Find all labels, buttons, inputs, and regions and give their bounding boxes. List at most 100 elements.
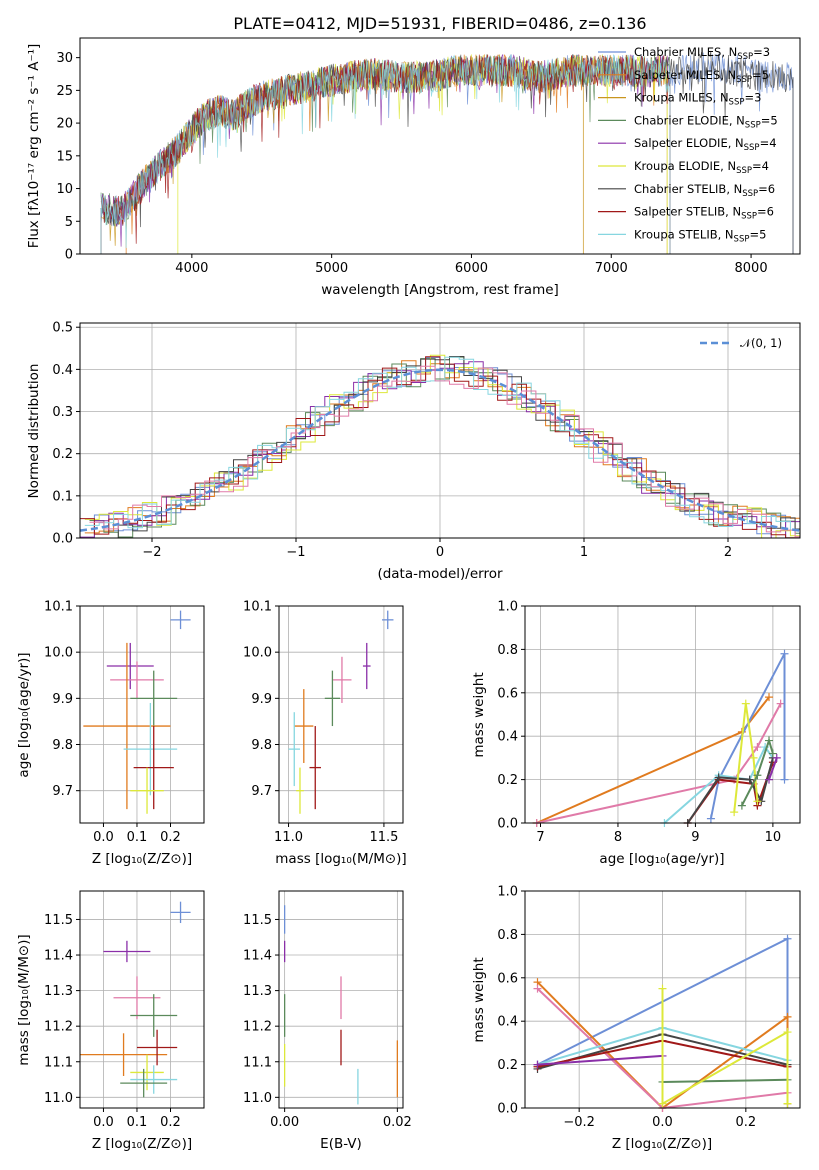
tick-label-x: 11.5 — [369, 830, 398, 845]
tick-label-y: 11.2 — [243, 1020, 272, 1035]
tick-label-y: 9.8 — [52, 738, 73, 753]
tick-label-y: 0.2 — [52, 447, 73, 462]
tick-label-y: 0.2 — [497, 1058, 518, 1073]
weight-point-marker — [706, 814, 715, 823]
tick-label-y: 11.0 — [44, 1091, 73, 1106]
legend-subscript: SSP — [745, 120, 761, 130]
tick-label-x: 10 — [765, 830, 782, 845]
histogram-frame — [79, 322, 801, 539]
weight-vs-Z-frame — [524, 890, 801, 1109]
tick-label-x: 0.1 — [127, 830, 148, 845]
tick-label-y: 1.0 — [497, 600, 518, 615]
tick-label-y: 11.4 — [44, 949, 73, 964]
tick-label-y: 0.4 — [497, 730, 518, 745]
age-vs-Z-frame — [79, 605, 205, 824]
tick-label-y: 11.5 — [44, 913, 73, 928]
spectrum-series-line — [100, 50, 794, 228]
weight-point-marker — [753, 797, 762, 806]
legend-subscript: SSP — [744, 143, 760, 153]
weight-point-marker — [780, 775, 789, 784]
weight-point-marker — [772, 753, 781, 762]
weight-point-marker — [730, 808, 739, 817]
tick-label-y: 30 — [56, 51, 73, 66]
weight-point-marker — [765, 736, 774, 745]
legend-count: =6 — [758, 182, 775, 196]
histogram-ylabel: Normed distribution — [26, 364, 42, 499]
legend-count: =6 — [757, 205, 774, 219]
spectrum-xlabel: wavelength [Angstrom, rest frame] — [321, 282, 559, 298]
weight-point-marker — [783, 1012, 792, 1021]
tick-label-y: 10.0 — [44, 646, 73, 661]
histogram-step — [89, 365, 800, 538]
weight-point-marker — [753, 771, 762, 780]
tick-label-y: 0.6 — [497, 686, 518, 701]
legend-label: Chabrier STELIB, NSSP=6 — [634, 182, 775, 199]
legend-label: Salpeter STELIB, NSSP=6 — [634, 205, 774, 222]
tick-label-y: 0.0 — [497, 1102, 518, 1117]
tick-label-y: 0.8 — [497, 928, 518, 943]
tick-label-x: 9 — [691, 830, 699, 845]
tick-label-y: 11.5 — [243, 913, 272, 928]
tick-label-x: 0.0 — [93, 830, 114, 845]
weight-vs-age-ylabel: mass weight — [471, 672, 487, 757]
weight-point-marker — [765, 775, 774, 784]
tick-label-y: 0.2 — [497, 773, 518, 788]
mass-vs-Z-frame — [79, 890, 205, 1109]
legend-subscript: SSP — [737, 52, 753, 62]
tick-label-x: 7000 — [595, 261, 628, 276]
tick-label-y: 5 — [65, 215, 73, 230]
age-vs-mass-panel: 11.0 11.5 9.7 9.8 9.9 10.0 10.1 mass [log₁₀(M/… — [243, 600, 407, 868]
tick-label-x: −1 — [286, 545, 305, 560]
tick-label-y: 11.1 — [44, 1055, 73, 1070]
tick-label-x: 6000 — [455, 261, 488, 276]
weight-vs-Z-panel: −0.2 0.0 0.2 0.0 0.2 0.4 0.6 0.8 1.0 Z [log₁₀(Z/… — [471, 885, 801, 1152]
tick-label-x: 7 — [536, 830, 544, 845]
age-vs-Z-panel: 0.0 0.1 0.2 9.7 9.8 9.9 10.0 10.1 Z [log₁₀(Z/Z⊙… — [16, 600, 205, 867]
gaussian-curve — [79, 368, 801, 532]
weight-series-line — [741, 737, 774, 807]
tick-label-y: 0 — [65, 248, 73, 263]
tick-label-x: 0.2 — [160, 830, 181, 845]
weight-vs-age-xlabel: age [log₁₀(age/yr)] — [599, 851, 724, 867]
weight-point-marker — [783, 1099, 792, 1108]
age-vs-Z-xlabel: Z [log₁₀(Z/Z⊙)] — [92, 851, 192, 867]
tick-label-x: 0.2 — [160, 1115, 181, 1130]
tick-label-y: 0.4 — [497, 1015, 518, 1030]
tick-label-x: 4000 — [175, 261, 208, 276]
spectrum-ylabel: Flux [fλ10⁻¹⁷ erg cm⁻² s⁻¹ A⁻¹] — [26, 44, 42, 249]
histogram-step — [84, 354, 800, 539]
tick-label-y: 9.9 — [52, 692, 73, 707]
tick-label-y: 25 — [56, 84, 73, 99]
mass-vs-Z-panel: 0.0 0.1 0.2 11.0 11.1 11.2 11.3 11.4 11.5 Z [log… — [16, 890, 205, 1152]
weight-vs-age-panel: 7 8 9 10 0.0 0.2 0.4 0.6 0.8 1.0 age [log₁₀(age/y… — [471, 600, 801, 867]
weight-series-line — [768, 757, 778, 780]
tick-label-y: 11.1 — [243, 1055, 272, 1070]
weight-point-marker — [776, 699, 785, 708]
tick-label-y: 9.7 — [52, 784, 73, 799]
tick-label-y: 0.3 — [52, 405, 73, 420]
spectrum-frame — [79, 37, 801, 255]
legend-subscript: SSP — [736, 75, 752, 85]
mass-vs-Z-ylabel: mass [log₁₀(M/M⊙)] — [16, 934, 32, 1065]
mass-vs-ebv-frame — [278, 890, 404, 1109]
weight-point-marker — [741, 699, 750, 708]
weight-point-marker — [737, 801, 746, 810]
weight-point-marker — [783, 1028, 792, 1037]
weight-point-marker — [745, 775, 754, 784]
tick-label-y: 0.0 — [52, 532, 73, 547]
spectrum-legend: Chabrier MILES, NSSP=3 Salpeter MILES, NS… — [598, 45, 778, 244]
histogram-panel: −2 −1 0 1 2 0.0 0.1 0.2 0.3 0.4 0.5 (data-model)/e… — [26, 321, 801, 582]
tick-label-x: 0.0 — [652, 1115, 673, 1130]
weight-series-line — [661, 988, 789, 1106]
tick-label-y: 1.0 — [497, 885, 518, 900]
tick-label-y: 10.1 — [44, 600, 73, 615]
weight-vs-Z-xlabel: Z [log₁₀(Z/Z⊙)] — [612, 1136, 712, 1152]
tick-label-x: 0.0 — [93, 1115, 114, 1130]
weight-point-marker — [753, 743, 762, 752]
mass-vs-Z-xlabel: Z [log₁₀(Z/Z⊙)] — [92, 1136, 192, 1152]
tick-label-x: 0.02 — [383, 1115, 412, 1130]
legend-label: Salpeter MILES, NSSP=5 — [634, 68, 769, 85]
tick-label-y: 0.4 — [52, 363, 73, 378]
tick-label-y: 11.2 — [44, 1020, 73, 1035]
legend-subscript: SSP — [741, 212, 757, 222]
